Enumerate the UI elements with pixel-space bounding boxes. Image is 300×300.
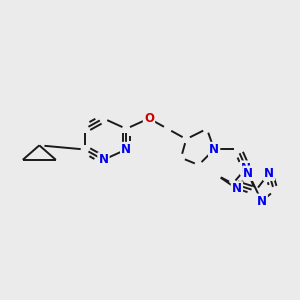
Text: N: N <box>243 167 253 180</box>
Text: O: O <box>144 112 154 125</box>
Text: N: N <box>232 182 242 195</box>
Text: N: N <box>257 195 267 208</box>
Text: N: N <box>98 153 108 166</box>
Text: N: N <box>121 143 131 156</box>
Text: N: N <box>264 167 274 180</box>
Text: N: N <box>209 143 219 156</box>
Text: N: N <box>241 162 251 175</box>
